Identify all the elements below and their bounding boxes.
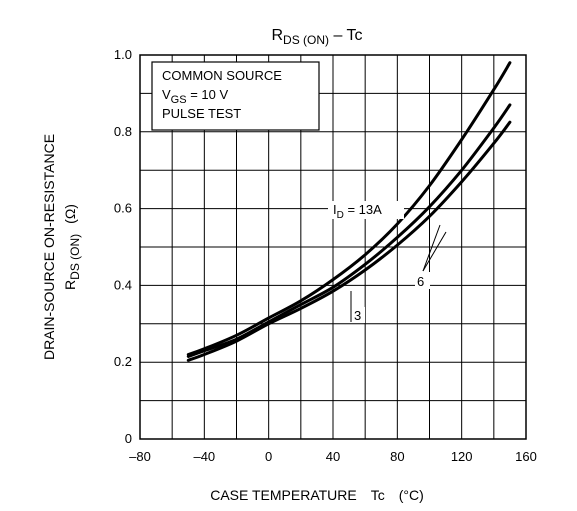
x-tick-label: 160 [515, 449, 537, 464]
chart-title-suffix: – Tc [329, 27, 363, 44]
x-axis-label-symbol: Tc [371, 487, 385, 503]
y-tick-labels: 0 0.2 0.4 0.6 0.8 1.0 [114, 47, 132, 446]
plot-frame [139, 54, 527, 440]
x-tick-labels: –80 –40 0 40 80 120 160 [129, 449, 537, 464]
y-axis-label-line2: RDS (ON) (Ω) [62, 204, 82, 290]
x-axis-label-text: CASE TEMPERATURE [210, 487, 357, 503]
conditions-line-3: PULSE TEST [162, 106, 241, 121]
x-tick-label: –40 [193, 449, 215, 464]
x-tick-label: –80 [129, 449, 151, 464]
chart-title-main: R [271, 27, 283, 44]
label3-bg [352, 307, 365, 323]
y-tick-label: 0.8 [114, 124, 132, 139]
y-axis-label-main: R [62, 280, 78, 290]
x-tick-label: 80 [390, 449, 404, 464]
y-tick-label: 0.2 [114, 354, 132, 369]
y-tick-label: 0.6 [114, 201, 132, 216]
x-tick-label: 0 [265, 449, 272, 464]
label6-leader-b [422, 231, 447, 272]
y-tick-label: 1.0 [114, 47, 132, 62]
conditions-line-2: VGS = 10 V [162, 87, 228, 106]
x-axis-label-unit: (°C) [399, 487, 424, 503]
id13-label-bg [328, 201, 404, 219]
y-axis-label-unit: (Ω) [62, 204, 78, 224]
conditions-vgs-main: V [162, 87, 171, 102]
id13-label: ID = 13A [333, 202, 382, 221]
label6: 6 [417, 274, 424, 289]
id13-label-sub: D [337, 210, 344, 221]
y-tick-label: 0.4 [114, 277, 132, 292]
series-line-id-3 [186, 120, 512, 362]
id13-label-main: I [333, 202, 337, 217]
label3: 3 [354, 308, 361, 323]
conditions-line-1: COMMON SOURCE [162, 68, 282, 83]
x-tick-label: 120 [451, 449, 473, 464]
conditions-vgs-rest: = 10 V [187, 87, 229, 102]
y-tick-label: 0 [125, 431, 132, 446]
label6-bg [415, 272, 430, 289]
x-axis-label: CASE TEMPERATURE Tc (°C) [210, 487, 424, 503]
x-tick-label: 40 [326, 449, 340, 464]
chart-title-sub: DS (ON) [283, 33, 329, 47]
series-line-id-13 [186, 61, 512, 356]
label6-leader-a [422, 224, 441, 272]
id13-label-rest: = 13A [344, 202, 382, 217]
conditions-box: COMMON SOURCE VGS = 10 V PULSE TEST [151, 61, 320, 131]
annotations: ID = 13A 6 3 [328, 201, 447, 323]
y-axis-label-sub: DS (ON) [68, 234, 82, 280]
y-axis-label-line1: DRAIN-SOURCE ON-RESISTANCE [41, 134, 57, 360]
conditions-box-frame [151, 61, 320, 131]
series-line-id-6 [186, 103, 512, 358]
chart-title: RDS (ON) – Tc [271, 27, 362, 47]
series-layer [186, 61, 512, 362]
conditions-vgs-sub: GS [171, 94, 187, 106]
